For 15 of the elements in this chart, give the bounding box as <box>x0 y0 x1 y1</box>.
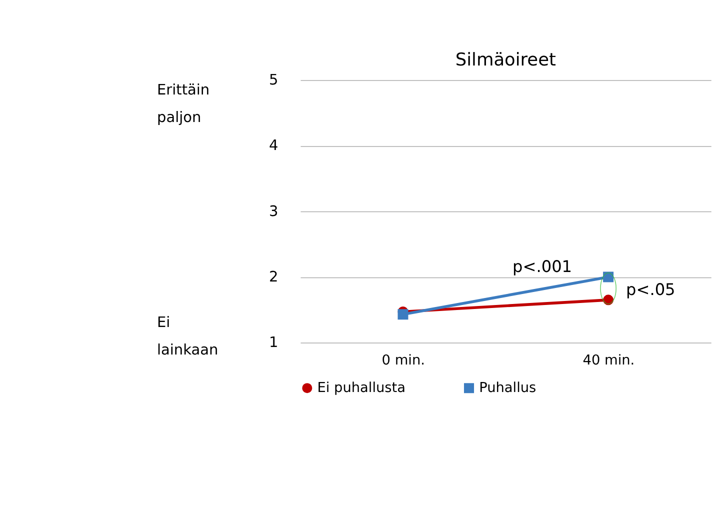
text: Ei lainkaan <box>157 314 218 358</box>
y-tick-label: 4 <box>268 138 278 154</box>
y-tick-label: 3 <box>268 204 278 220</box>
y-tick-label: 5 <box>268 72 278 89</box>
x-tick-label: 40 min. <box>582 352 635 369</box>
annotation: p<.05 <box>626 280 676 299</box>
chart-title: Silmäoireet <box>455 50 556 71</box>
text: Erittäin paljon <box>157 82 210 126</box>
x-tick-label: 0 min. <box>382 352 425 369</box>
y-tick-label: 2 <box>268 269 278 286</box>
point <box>398 309 408 320</box>
y-tick-label: 1 <box>268 335 278 352</box>
legend-label: Puhallus <box>479 380 536 396</box>
annotation: p<.001 <box>512 256 572 276</box>
legend-label: Ei puhallusta <box>317 380 406 396</box>
